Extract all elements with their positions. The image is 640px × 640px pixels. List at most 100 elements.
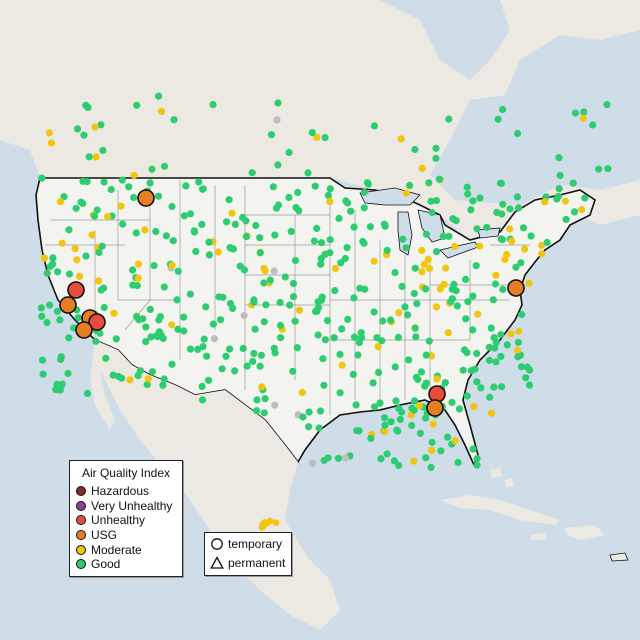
station-good — [514, 353, 522, 361]
station-no-data — [341, 454, 349, 462]
station-usg — [59, 296, 77, 314]
station-good — [277, 334, 285, 342]
station-good — [499, 285, 507, 293]
station-good — [49, 254, 57, 262]
station-moderate — [451, 242, 459, 251]
station-good — [159, 334, 167, 343]
station-good — [312, 307, 320, 315]
station-good — [46, 262, 54, 270]
station-good — [209, 320, 217, 328]
legend-item-very-unhealthy: Very Unhealthy — [70, 499, 182, 514]
hudson-bay — [380, 0, 510, 80]
usg-swatch-icon — [76, 530, 86, 541]
station-good — [38, 174, 46, 182]
station-good — [267, 131, 276, 139]
station-moderate — [338, 361, 346, 369]
station-good — [195, 178, 203, 186]
station-good — [37, 304, 45, 312]
station-good — [491, 344, 499, 352]
station-good — [243, 362, 251, 370]
station-good — [490, 383, 498, 391]
station-good — [285, 148, 293, 157]
station-moderate — [506, 225, 514, 233]
station-moderate — [402, 189, 410, 197]
station-good — [517, 363, 526, 371]
legend-title: Air Quality Index — [81, 466, 171, 480]
station-moderate — [426, 264, 434, 273]
station-usg — [507, 279, 525, 297]
station-good — [452, 287, 460, 295]
station-good — [231, 367, 239, 375]
station-good — [272, 204, 281, 212]
station-good — [326, 185, 334, 193]
station-good — [408, 421, 416, 430]
legend-item-good: Good — [70, 557, 182, 572]
station-usg — [426, 399, 444, 417]
station-good — [344, 199, 352, 207]
station-good — [336, 389, 344, 397]
station-good — [38, 312, 46, 320]
circle-icon — [211, 537, 223, 550]
station-good — [399, 235, 407, 243]
station-good — [132, 229, 140, 237]
station-good — [226, 345, 234, 353]
station-good — [253, 407, 261, 415]
station-good — [236, 262, 244, 270]
station-good — [472, 262, 480, 270]
station-good — [477, 384, 485, 392]
station-moderate — [507, 330, 515, 338]
station-good — [317, 239, 326, 247]
station-good — [595, 165, 603, 173]
station-usg — [75, 321, 93, 339]
station-good — [271, 231, 279, 239]
station-good — [589, 121, 597, 129]
station-good — [394, 427, 402, 435]
station-good — [464, 190, 472, 198]
station-good — [335, 214, 343, 222]
station-good — [186, 210, 195, 218]
station-good — [205, 238, 213, 246]
station-good — [274, 99, 282, 107]
station-good — [369, 379, 377, 387]
station-good — [129, 281, 137, 289]
station-moderate — [418, 164, 426, 172]
station-moderate — [168, 261, 176, 269]
station-good — [401, 303, 409, 311]
station-good — [198, 382, 206, 390]
station-good — [525, 381, 534, 389]
station-good — [215, 293, 223, 301]
station-good — [404, 311, 412, 319]
station-good — [80, 131, 88, 139]
station-good — [239, 213, 247, 222]
station-good — [160, 283, 168, 291]
station-good — [370, 308, 378, 316]
station-good — [422, 351, 430, 359]
station-good — [377, 455, 385, 463]
station-good — [344, 315, 352, 323]
station-good — [229, 304, 237, 312]
station-good — [320, 456, 328, 465]
station-good — [289, 367, 297, 375]
station-good — [343, 244, 351, 252]
station-good — [198, 185, 207, 193]
station-good — [485, 356, 493, 364]
station-good — [543, 238, 551, 247]
station-good — [118, 176, 126, 184]
station-good — [39, 370, 47, 378]
jamaica — [530, 533, 546, 540]
legend-label: Good — [91, 557, 121, 572]
station-good — [463, 183, 471, 191]
station-moderate — [214, 248, 222, 256]
station-good — [182, 182, 190, 190]
station-good — [256, 362, 264, 370]
station-good — [190, 227, 198, 235]
station-good — [100, 178, 108, 186]
station-good — [569, 179, 577, 187]
station-moderate — [141, 226, 149, 234]
station-good — [320, 381, 328, 389]
station-moderate — [442, 264, 450, 272]
station-good — [192, 247, 200, 256]
station-good — [370, 403, 379, 411]
station-good — [398, 282, 406, 290]
station-good — [260, 318, 268, 326]
